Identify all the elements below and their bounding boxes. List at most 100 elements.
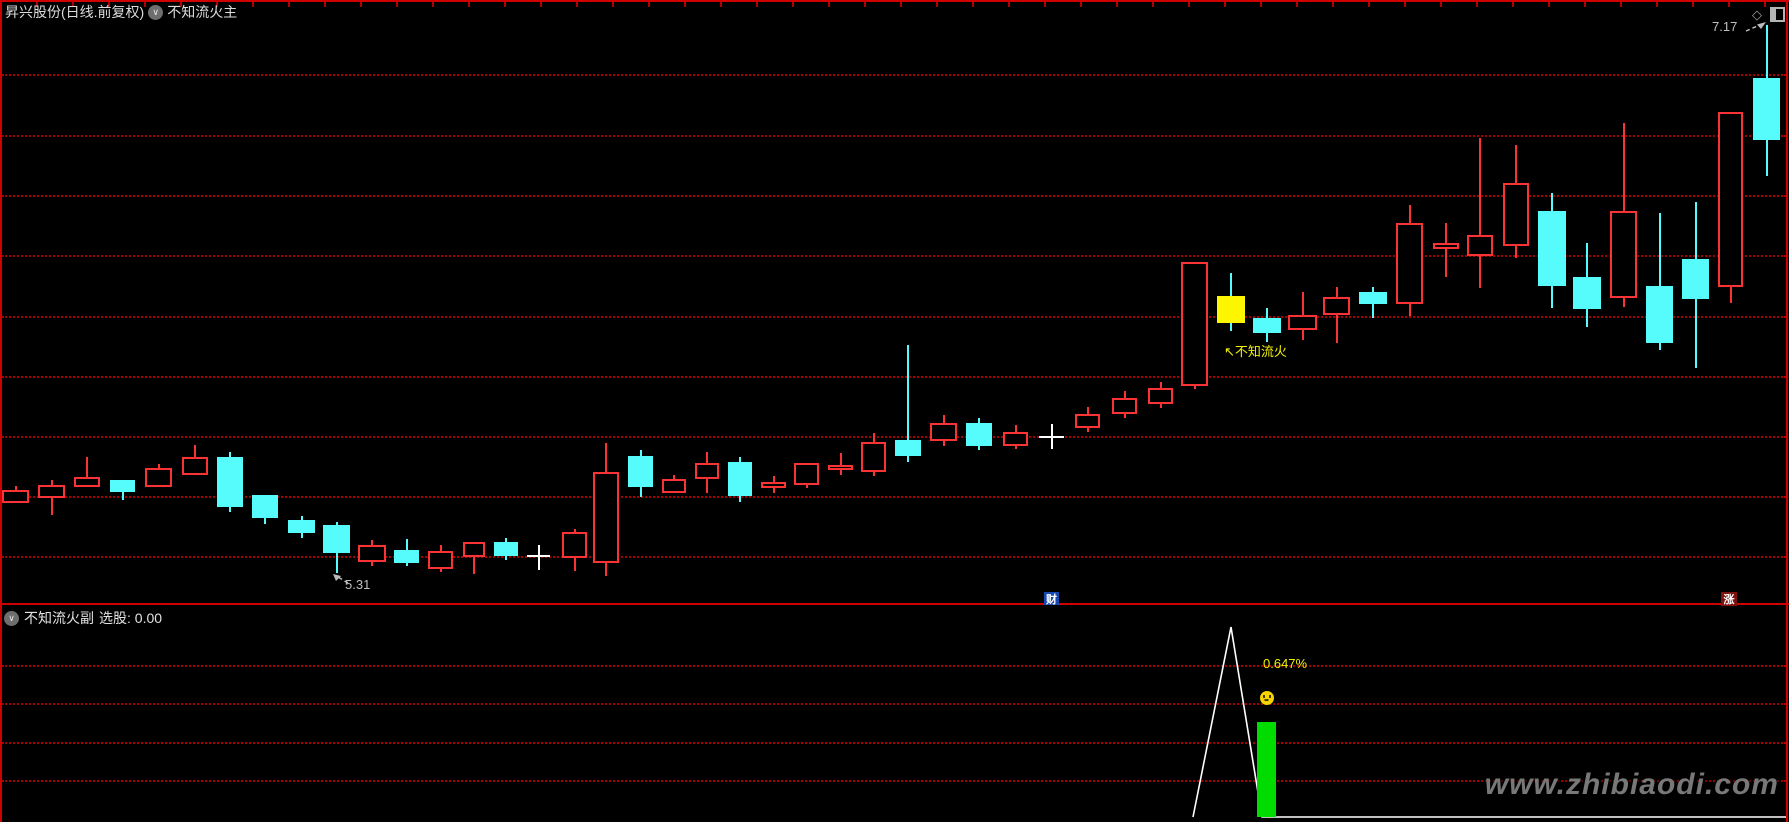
chart-left-border	[0, 0, 2, 822]
bullish-candle	[358, 545, 386, 562]
bearish-candle	[1753, 78, 1780, 140]
bearish-candle	[628, 456, 653, 487]
gridline	[2, 665, 1786, 667]
doji-candle	[527, 555, 550, 557]
top-axis-ticks	[0, 2, 1789, 7]
subpanel-indicator-name[interactable]: 不知流火副	[24, 610, 94, 626]
bullish-candle	[662, 479, 686, 493]
gridline	[2, 496, 1786, 498]
candle-wick	[1479, 138, 1481, 288]
bullish-candle	[1003, 432, 1028, 446]
bearish-candle	[728, 462, 752, 496]
signal-callout: ↖不知流火	[1224, 341, 1287, 360]
bearish-candle	[494, 542, 518, 556]
bullish-candle	[1718, 112, 1743, 287]
bullish-candle	[1288, 315, 1317, 330]
candle-wick	[86, 457, 88, 487]
sad-face-icon	[1260, 691, 1274, 705]
bullish-candle	[1433, 243, 1459, 249]
main-candlestick-chart[interactable]	[0, 0, 1789, 604]
signal-volume-bar	[1257, 722, 1276, 817]
bullish-candle	[1112, 398, 1137, 414]
chart-titlebar: 昇兴股份(日线.前复权) ∨ 不知流火主	[5, 3, 237, 21]
bearish-candle	[895, 440, 921, 456]
chart-top-border	[0, 0, 1789, 2]
bullish-candle	[1323, 297, 1350, 315]
bullish-candle	[1503, 183, 1529, 246]
bearish-candle	[110, 480, 135, 492]
bullish-candle	[428, 551, 453, 569]
gridline	[2, 195, 1786, 197]
chevron-down-icon[interactable]: ∨	[148, 4, 164, 20]
bullish-candle	[1467, 235, 1493, 256]
bullish-candle	[74, 477, 100, 487]
candle-wick	[907, 345, 909, 462]
gridline	[2, 703, 1786, 705]
gridline	[2, 74, 1786, 76]
gridline	[2, 436, 1786, 438]
watermark: www.zhibiaodi.com	[1484, 768, 1779, 801]
bullish-candle	[1181, 262, 1208, 386]
chart-right-border	[1786, 0, 1788, 822]
bearish-candle	[217, 457, 243, 507]
gridline	[2, 742, 1786, 744]
bullish-candle	[593, 472, 619, 563]
bearish-candle	[394, 550, 419, 563]
bullish-candle	[861, 442, 886, 472]
bullish-candle	[38, 485, 65, 498]
bullish-candle	[1396, 223, 1423, 304]
bullish-candle	[1610, 211, 1637, 298]
bearish-candle	[1359, 292, 1387, 304]
bearish-candle	[1253, 318, 1281, 333]
bearish-candle	[288, 520, 315, 533]
bearish-candle	[323, 525, 350, 553]
bullish-candle	[794, 463, 819, 485]
bearish-candle	[252, 495, 278, 518]
gridline	[2, 556, 1786, 558]
bearish-candle	[1538, 211, 1566, 286]
stock-title: 昇兴股份(日线.前复权)	[5, 4, 145, 20]
bullish-candle	[463, 542, 485, 557]
bearish-candle	[1573, 277, 1601, 309]
bullish-candle	[2, 490, 29, 503]
candle-wick	[537, 545, 540, 570]
panel-separator	[0, 603, 1789, 605]
signal-label: 不知流火	[1234, 344, 1287, 359]
bullish-candle	[930, 423, 957, 441]
bullish-candle	[182, 457, 208, 475]
signal-percent-label: 0.647%	[1263, 656, 1308, 671]
gridline	[2, 376, 1786, 378]
candle-wick	[473, 542, 475, 574]
low-price-label: 5.31	[345, 577, 371, 592]
titlebar-right-icons: ◇	[1752, 7, 1785, 22]
main-indicator-name[interactable]: 不知流火主	[167, 4, 238, 20]
bullish-candle	[1075, 414, 1100, 428]
candle-wick	[1335, 287, 1338, 343]
doji-candle	[1039, 436, 1064, 438]
bullish-candle	[761, 482, 786, 488]
cai-badge: 财	[1044, 592, 1059, 606]
gridline	[2, 135, 1786, 137]
diamond-icon[interactable]: ◇	[1752, 7, 1762, 22]
bullish-candle	[828, 465, 853, 470]
bullish-candle	[145, 468, 172, 487]
zhang-badge: 涨	[1721, 592, 1737, 606]
candle-wick	[839, 453, 842, 475]
bearish-candle	[966, 423, 992, 446]
bearish-candle	[1646, 286, 1673, 343]
bullish-candle	[1148, 388, 1173, 404]
signal-marked-candle	[1217, 296, 1245, 323]
bullish-candle	[695, 463, 719, 479]
signal-arrow-icon: ↖	[1224, 344, 1235, 359]
gridline	[2, 255, 1786, 257]
high-price-label: 7.17	[1712, 19, 1738, 34]
candle-wick	[1445, 223, 1447, 277]
candle-wick	[1658, 213, 1661, 350]
bullish-candle	[562, 532, 587, 558]
bearish-candle	[1682, 259, 1709, 299]
window-split-icon[interactable]	[1770, 7, 1785, 22]
subpanel-header: ∨ 不知流火副 选股: 0.00	[4, 608, 162, 628]
gridline	[2, 316, 1786, 318]
chevron-down-icon[interactable]: ∨	[4, 610, 19, 626]
